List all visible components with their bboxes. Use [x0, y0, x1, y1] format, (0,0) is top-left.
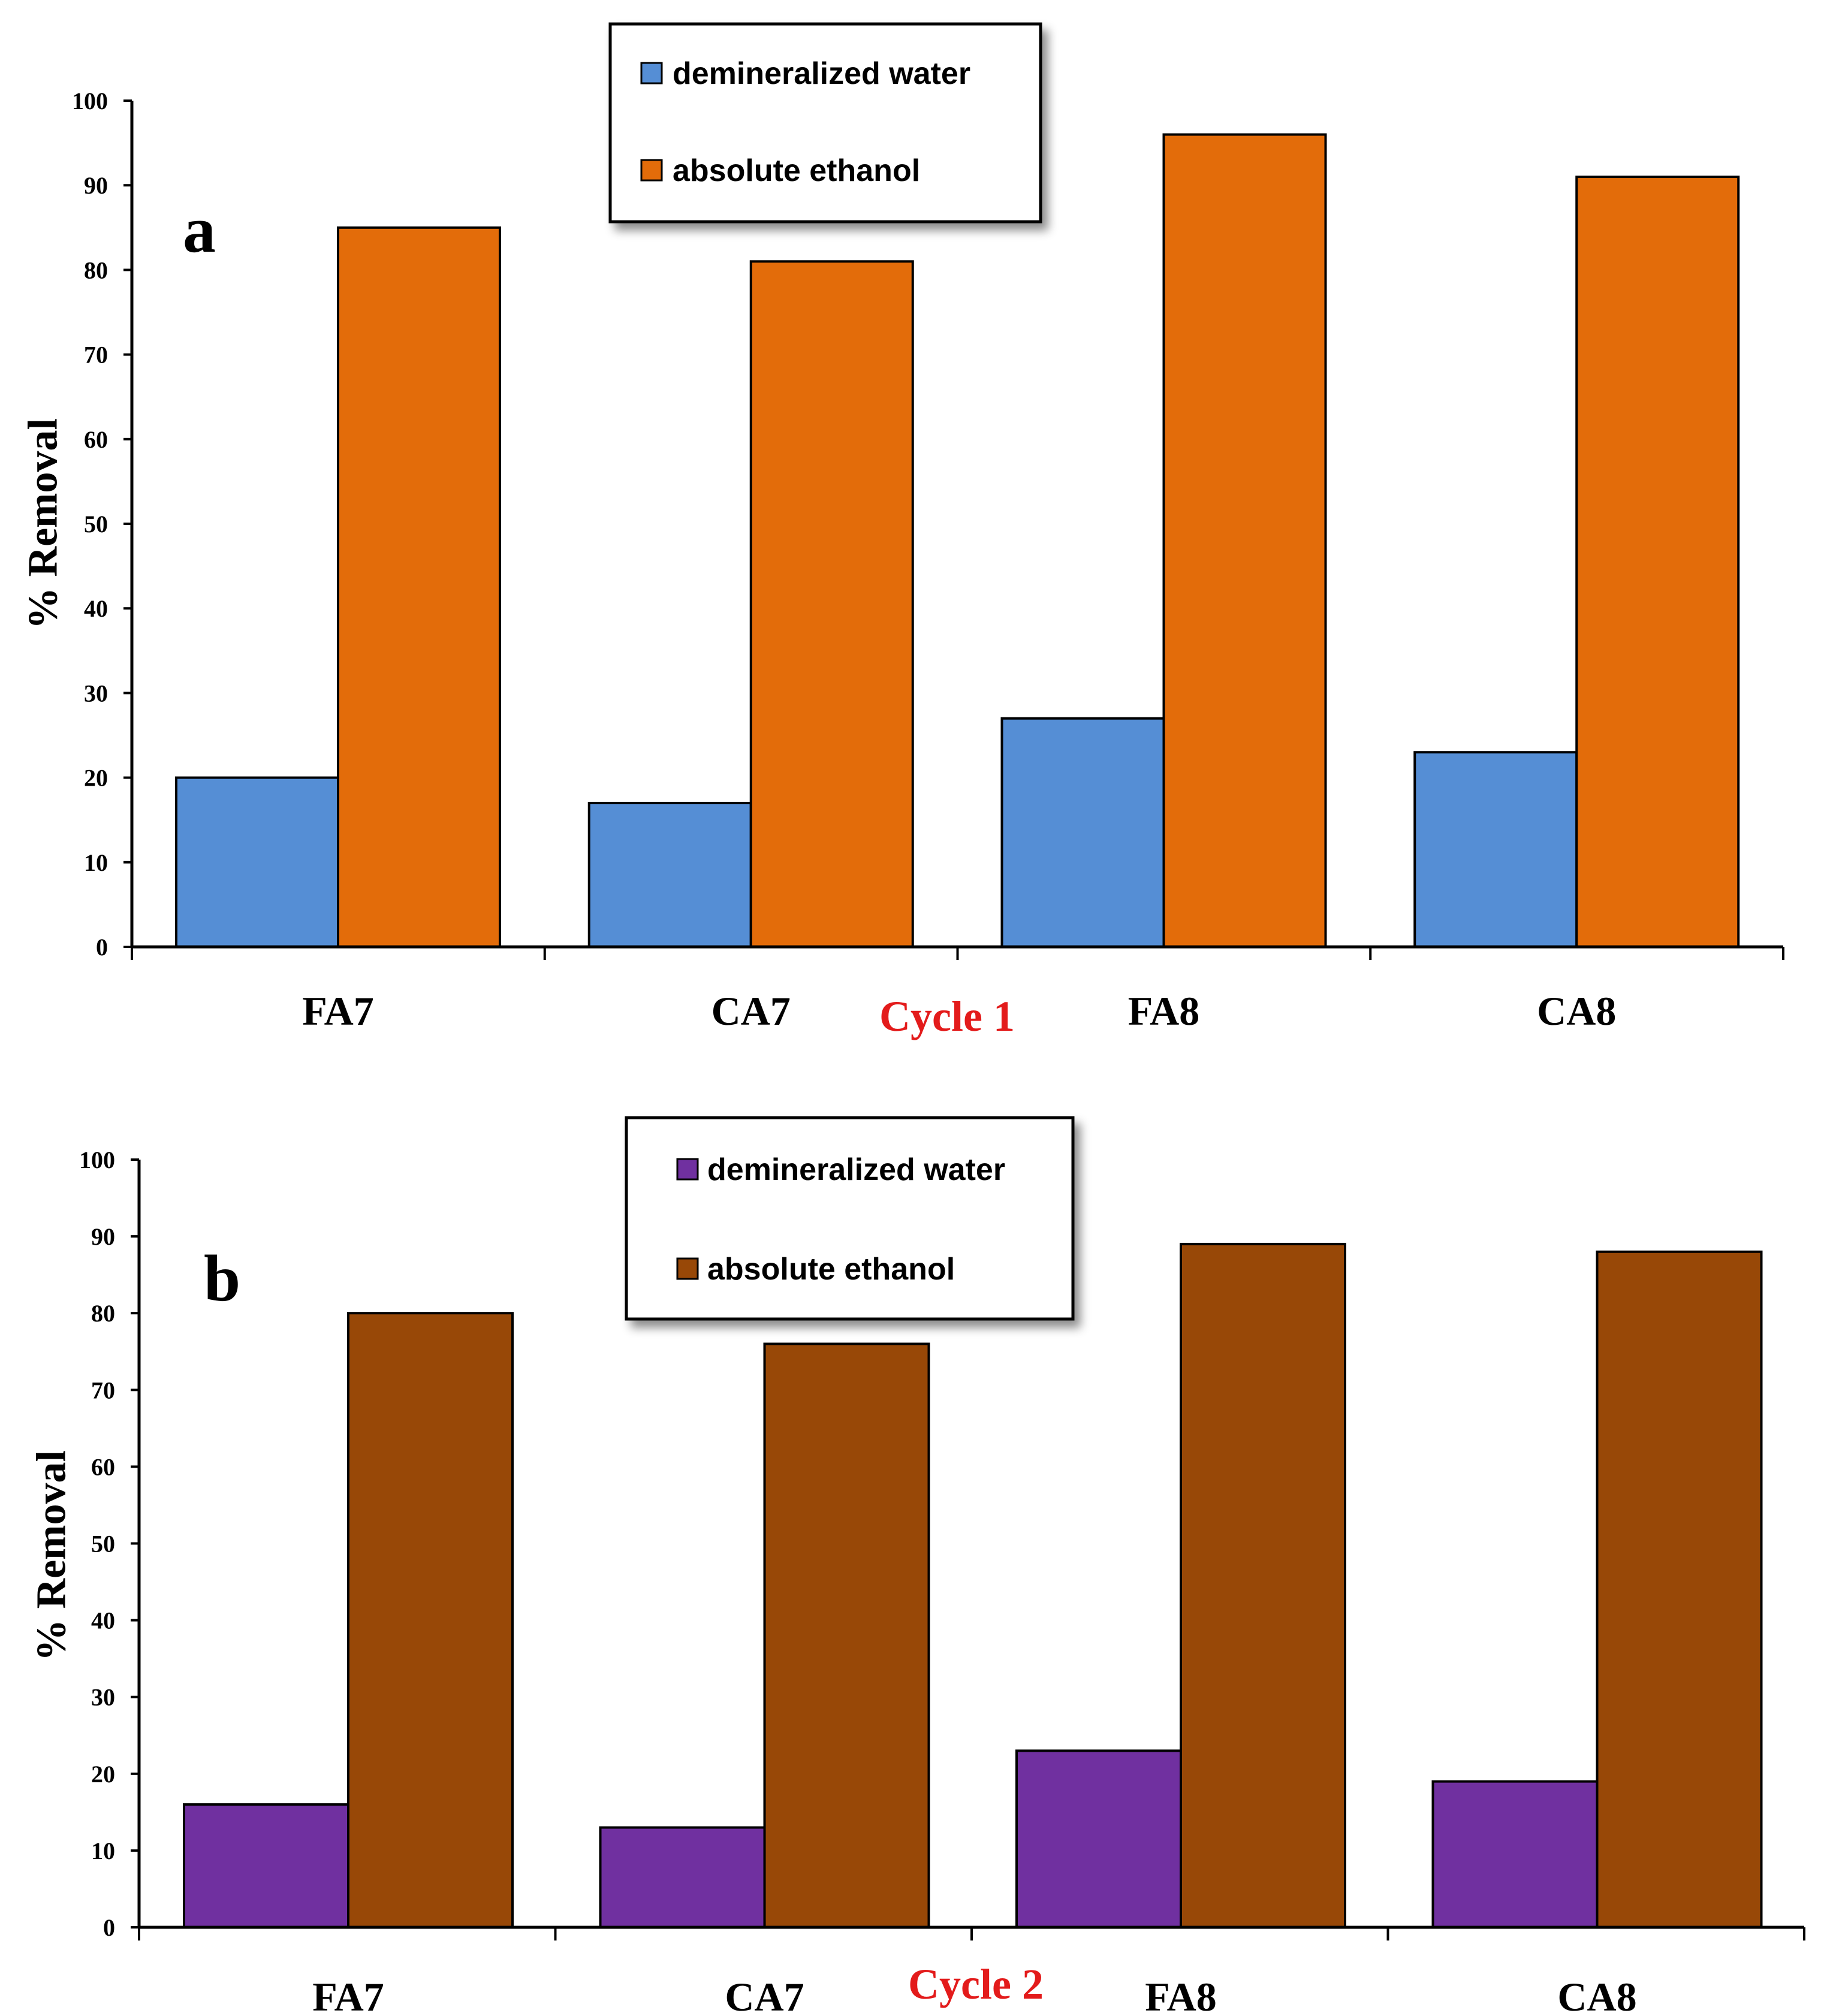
y-tick-label: 100 [79, 1146, 115, 1173]
y-tick-label: 40 [91, 1607, 115, 1634]
bar-fa7-absolute-ethanol [347, 1312, 514, 1929]
category-label-ca8: CA8 [1537, 988, 1616, 1034]
x-ticks-group [131, 947, 1784, 960]
legend-swatch-demineralized-water [676, 1158, 699, 1181]
bar-fa7-demineralized-water [175, 776, 339, 948]
bar-fa8-absolute-ethanol [1162, 133, 1327, 949]
y-tick-label: 50 [91, 1531, 115, 1558]
y-tick-label: 80 [91, 1300, 115, 1327]
bar-ca8-absolute-ethanol [1575, 176, 1740, 949]
y-tick-label: 0 [103, 1914, 115, 1941]
bar-fa8-demineralized-water [1000, 717, 1165, 948]
y-tick-label: 20 [91, 1761, 115, 1788]
y-tick-label: 60 [91, 1453, 115, 1480]
y-tick-label: 80 [84, 256, 108, 283]
bar-fa7-demineralized-water [183, 1803, 349, 1929]
bar-ca8-absolute-ethanol [1596, 1250, 1763, 1929]
category-label-ca7: CA7 [711, 988, 791, 1034]
y-tick-label: 50 [84, 511, 108, 538]
legend-label-absolute-ethanol: absolute ethanol [673, 153, 920, 188]
y-tick-label: 30 [91, 1684, 115, 1711]
legend-box [625, 1116, 1075, 1321]
y-axis-title: % Removal [20, 418, 67, 629]
bar-ca7-demineralized-water [587, 801, 752, 948]
category-label-fa7: FA7 [302, 988, 374, 1034]
panel-letter: a [183, 193, 216, 266]
bars-group [183, 1242, 1763, 1929]
y-tick-label: 70 [84, 342, 108, 369]
y-tick-label: 20 [84, 765, 108, 792]
bar-ca7-demineralized-water [599, 1826, 766, 1929]
legend-swatch-demineralized-water [640, 62, 663, 84]
bar-fa8-absolute-ethanol [1180, 1242, 1346, 1929]
category-labels: FA7 CA7 FA8 CA8 [302, 988, 1616, 1034]
cycle-label: Cycle 2 [908, 1960, 1044, 2008]
legend-swatch-absolute-ethanol [676, 1257, 699, 1280]
y-tick-label: 30 [84, 680, 108, 707]
y-tick-label: 70 [91, 1377, 115, 1404]
legend-label-demineralized-water: demineralized water [707, 1152, 1005, 1187]
x-ticks-group [138, 1927, 1805, 1940]
legend: demineralized water absolute ethanol [625, 1116, 1075, 1321]
category-label-fa8: FA8 [1145, 1974, 1217, 2016]
legend-box [608, 22, 1042, 224]
chart-panel-a: 0 10 20 30 40 50 60 70 80 90 100 % Removal a FA7 CA… [20, 22, 1784, 1040]
y-tick-label: 90 [91, 1223, 115, 1250]
bar-fa8-demineralized-water [1015, 1749, 1182, 1929]
category-label-ca7: CA7 [725, 1974, 804, 2016]
bar-ca8-demineralized-water [1431, 1780, 1599, 1929]
y-tick-label: 40 [84, 595, 108, 622]
bar-ca7-absolute-ethanol [763, 1342, 930, 1929]
y-tick-label: 60 [84, 426, 108, 453]
bar-fa7-absolute-ethanol [337, 226, 501, 948]
y-ticks-group: 0 10 20 30 40 50 60 70 80 90 100 [72, 87, 132, 961]
y-tick-label: 100 [72, 87, 108, 114]
bars-group [175, 133, 1740, 949]
y-tick-label: 90 [84, 172, 108, 199]
y-tick-label: 0 [96, 934, 108, 961]
legend: demineralized water absolute ethanol [608, 22, 1042, 224]
category-label-fa8: FA8 [1128, 988, 1200, 1034]
chart-panel-b: 0 10 20 30 40 50 60 70 80 90 100 % Removal b FA7 CA… [29, 1116, 1805, 2016]
legend-label-absolute-ethanol: absolute ethanol [707, 1252, 955, 1287]
panel-letter: b [204, 1242, 240, 1315]
y-tick-label: 10 [84, 849, 108, 876]
legend-swatch-absolute-ethanol [640, 159, 663, 182]
y-ticks-group: 0 10 20 30 40 50 60 70 80 90 100 [79, 1146, 139, 1941]
category-label-ca8: CA8 [1557, 1974, 1636, 2016]
category-labels: FA7 CA7 FA8 CA8 [312, 1974, 1636, 2016]
category-label-fa7: FA7 [312, 1974, 384, 2016]
y-tick-label: 10 [91, 1837, 115, 1864]
bar-ca7-absolute-ethanol [749, 260, 914, 948]
y-axis-title: % Removal [29, 1450, 75, 1661]
cycle-label: Cycle 1 [879, 992, 1015, 1040]
bar-ca8-demineralized-water [1413, 751, 1578, 948]
legend-label-demineralized-water: demineralized water [673, 56, 970, 91]
